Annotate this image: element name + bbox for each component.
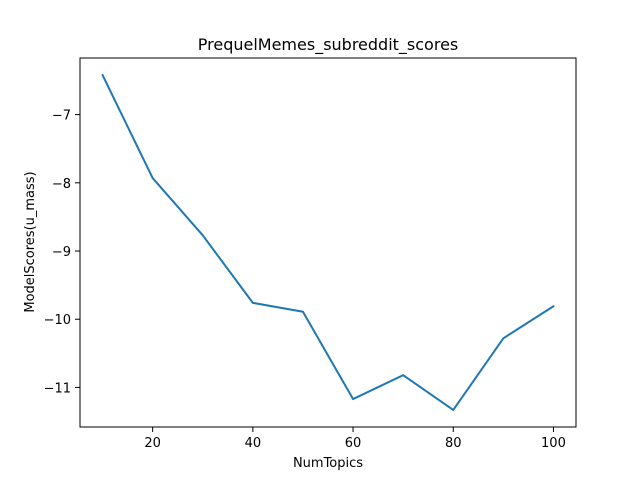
data-point <box>552 305 555 308</box>
data-point <box>352 398 354 400</box>
series-line <box>101 74 555 411</box>
x-tick-label: 20 <box>144 436 161 451</box>
y-tick-label: −7 <box>52 109 71 124</box>
plot-area-frame <box>79 57 577 428</box>
data-point <box>252 302 254 304</box>
x-tick-label: 60 <box>345 436 362 451</box>
y-tick-label: −9 <box>52 245 71 260</box>
data-point <box>201 234 204 237</box>
data-point <box>101 74 104 76</box>
data-points <box>101 74 555 411</box>
y-axis-ticks: −7 −8 −9 −10 −11 <box>44 109 80 396</box>
y-tick-label: −10 <box>44 313 71 328</box>
y-axis-label: ModelScores(u_mass) <box>23 171 38 312</box>
data-point <box>402 374 404 376</box>
x-axis-label: NumTopics <box>293 456 363 471</box>
data-point <box>452 409 455 411</box>
data-point <box>502 337 505 340</box>
x-axis-ticks: 20 40 60 80 100 <box>144 427 566 451</box>
data-point <box>151 177 154 179</box>
y-tick-label: −11 <box>44 381 71 396</box>
x-tick-label: 80 <box>445 436 462 451</box>
x-tick-label: 100 <box>541 436 566 451</box>
chart-title: PrequelMemes_subreddit_scores <box>198 35 459 55</box>
data-point <box>302 310 304 313</box>
x-tick-label: 40 <box>245 436 262 451</box>
y-tick-label: −8 <box>52 177 71 192</box>
